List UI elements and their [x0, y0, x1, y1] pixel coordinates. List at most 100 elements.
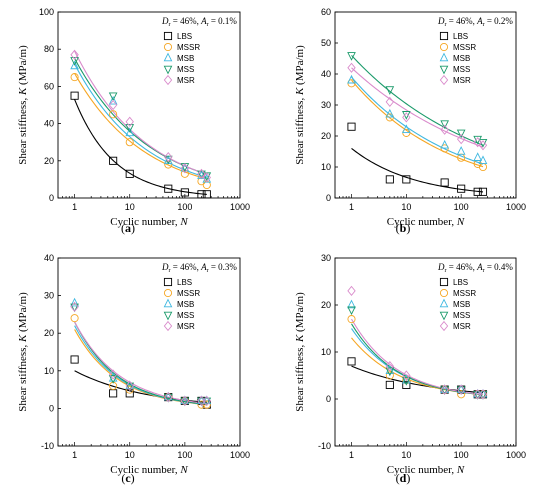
legend-entry-mssr: MSSR [453, 289, 476, 298]
y-tick-label: 10 [321, 162, 331, 172]
legend-entry-msb: MSB [177, 300, 194, 309]
data-point-lbs [457, 184, 466, 193]
legend-entry-msr: MSR [177, 322, 195, 331]
y-tick-label: 60 [321, 7, 331, 17]
data-point-msb [440, 139, 449, 149]
y-axis-title: Shear stiffness, K (MPa/m) [294, 292, 306, 412]
data-point-lbs [347, 357, 356, 366]
legend-marker-msb [163, 52, 173, 62]
x-axis-title: Cyclic number, N [387, 216, 465, 228]
legend-entry-msb: MSB [453, 54, 470, 63]
x-tick-label: 1 [72, 202, 77, 212]
data-point-lbs [109, 389, 118, 398]
legend-entry-lbs: LBS [453, 278, 468, 287]
fit-curve-msr [351, 318, 484, 396]
data-point-mssr [70, 73, 79, 82]
data-point-msb [163, 391, 173, 401]
y-axis-title: Shear stiffness, K (MPa/m) [17, 45, 29, 165]
legend-marker-lbs [163, 277, 173, 287]
data-point-lbs [402, 175, 411, 184]
legend-marker-msb [163, 298, 173, 308]
data-point-msb [108, 95, 118, 105]
data-point-mss [440, 386, 449, 396]
data-point-msr [440, 124, 449, 135]
condition-annotation: Dr = 46%, Ar = 0.2% [437, 16, 513, 28]
data-point-mss [108, 92, 118, 102]
legend-entry-msb: MSB [453, 300, 470, 309]
data-point-msr [70, 301, 79, 312]
data-point-msr [108, 99, 118, 111]
data-point-msb [402, 124, 411, 134]
data-point-msb [197, 395, 206, 405]
legend-entry-lbs: LBS [177, 32, 192, 41]
data-point-msr [125, 380, 134, 391]
data-point-mss [108, 375, 118, 384]
data-point-mss [440, 120, 449, 130]
data-point-mssr [385, 371, 394, 380]
data-point-lbs [109, 156, 118, 165]
data-point-mssr [70, 314, 79, 323]
data-point-mssr [109, 110, 118, 119]
y-tick-label: 40 [44, 119, 54, 129]
y-tick-label: 0 [326, 394, 331, 404]
x-tick-label: 1000 [230, 450, 250, 460]
data-point-mss [197, 397, 206, 407]
fit-curve-mssr [351, 79, 484, 168]
x-axis-title: Cyclic number, N [110, 216, 188, 228]
fit-curve-mss [74, 321, 207, 405]
data-point-mss [70, 57, 79, 66]
data-point-msr [347, 62, 356, 73]
data-point-mssr [197, 400, 206, 409]
y-tick-label: 10 [44, 366, 54, 376]
plot-frame [57, 11, 241, 199]
y-tick-label: 20 [44, 328, 54, 338]
x-tick-label: 10 [401, 450, 411, 460]
legend-entry-lbs: LBS [177, 278, 192, 287]
data-point-mss [385, 86, 395, 95]
legend-marker-msr [439, 320, 449, 332]
data-point-lbs [440, 178, 449, 187]
data-point-msb [202, 395, 212, 405]
x-tick-label: 1000 [506, 450, 526, 460]
data-point-msb [385, 365, 395, 375]
y-axis-title: Shear stiffness, K (MPa/m) [294, 45, 306, 165]
data-point-mss [385, 367, 395, 377]
data-point-lbs [385, 380, 394, 389]
legend-marker-mss [439, 311, 449, 321]
data-point-lbs [70, 355, 79, 364]
legend-entry-mssr: MSSR [177, 43, 200, 52]
data-point-mss [125, 382, 135, 392]
y-tick-label: 0 [49, 403, 54, 413]
data-point-lbs [347, 122, 356, 131]
chart-panel-4: -10 0 10 20 30 1 10 100 1000 Cyclic number, N Shea… [294, 253, 526, 485]
data-point-msb [473, 152, 483, 161]
fit-curve-msb [74, 325, 207, 405]
legend-marker-mss [163, 311, 173, 321]
legend-marker-msb [439, 298, 449, 308]
data-point-mssr [347, 315, 356, 324]
y-tick-label: 30 [321, 100, 331, 110]
chart-panel-1: 0 20 40 60 80 100 1 10 100 1000 Cyclic number, N Sh… [17, 7, 250, 235]
data-point-lbs [202, 190, 211, 199]
data-point-msr [473, 137, 482, 148]
data-point-lbs [70, 91, 79, 100]
x-axis-title: Cyclic number, N [110, 464, 188, 476]
data-point-mss [456, 129, 466, 139]
legend-marker-lbs [163, 31, 173, 41]
legend-marker-lbs [439, 31, 449, 41]
plot-frame [334, 257, 517, 447]
fit-curve-mssr [74, 73, 207, 180]
data-point-mss [202, 397, 212, 407]
y-tick-label: 10 [321, 347, 331, 357]
legend-marker-msb [439, 52, 449, 62]
data-point-msr [456, 133, 466, 145]
fit-curve-msr [351, 67, 484, 148]
x-tick-label: 1 [349, 202, 354, 212]
data-point-msr [164, 151, 173, 163]
data-point-msb [125, 380, 135, 390]
data-point-msr [478, 140, 488, 151]
y-tick-label: 80 [44, 44, 54, 54]
data-point-msr [385, 360, 395, 372]
data-point-msr [180, 395, 190, 406]
data-point-msr [385, 96, 395, 108]
